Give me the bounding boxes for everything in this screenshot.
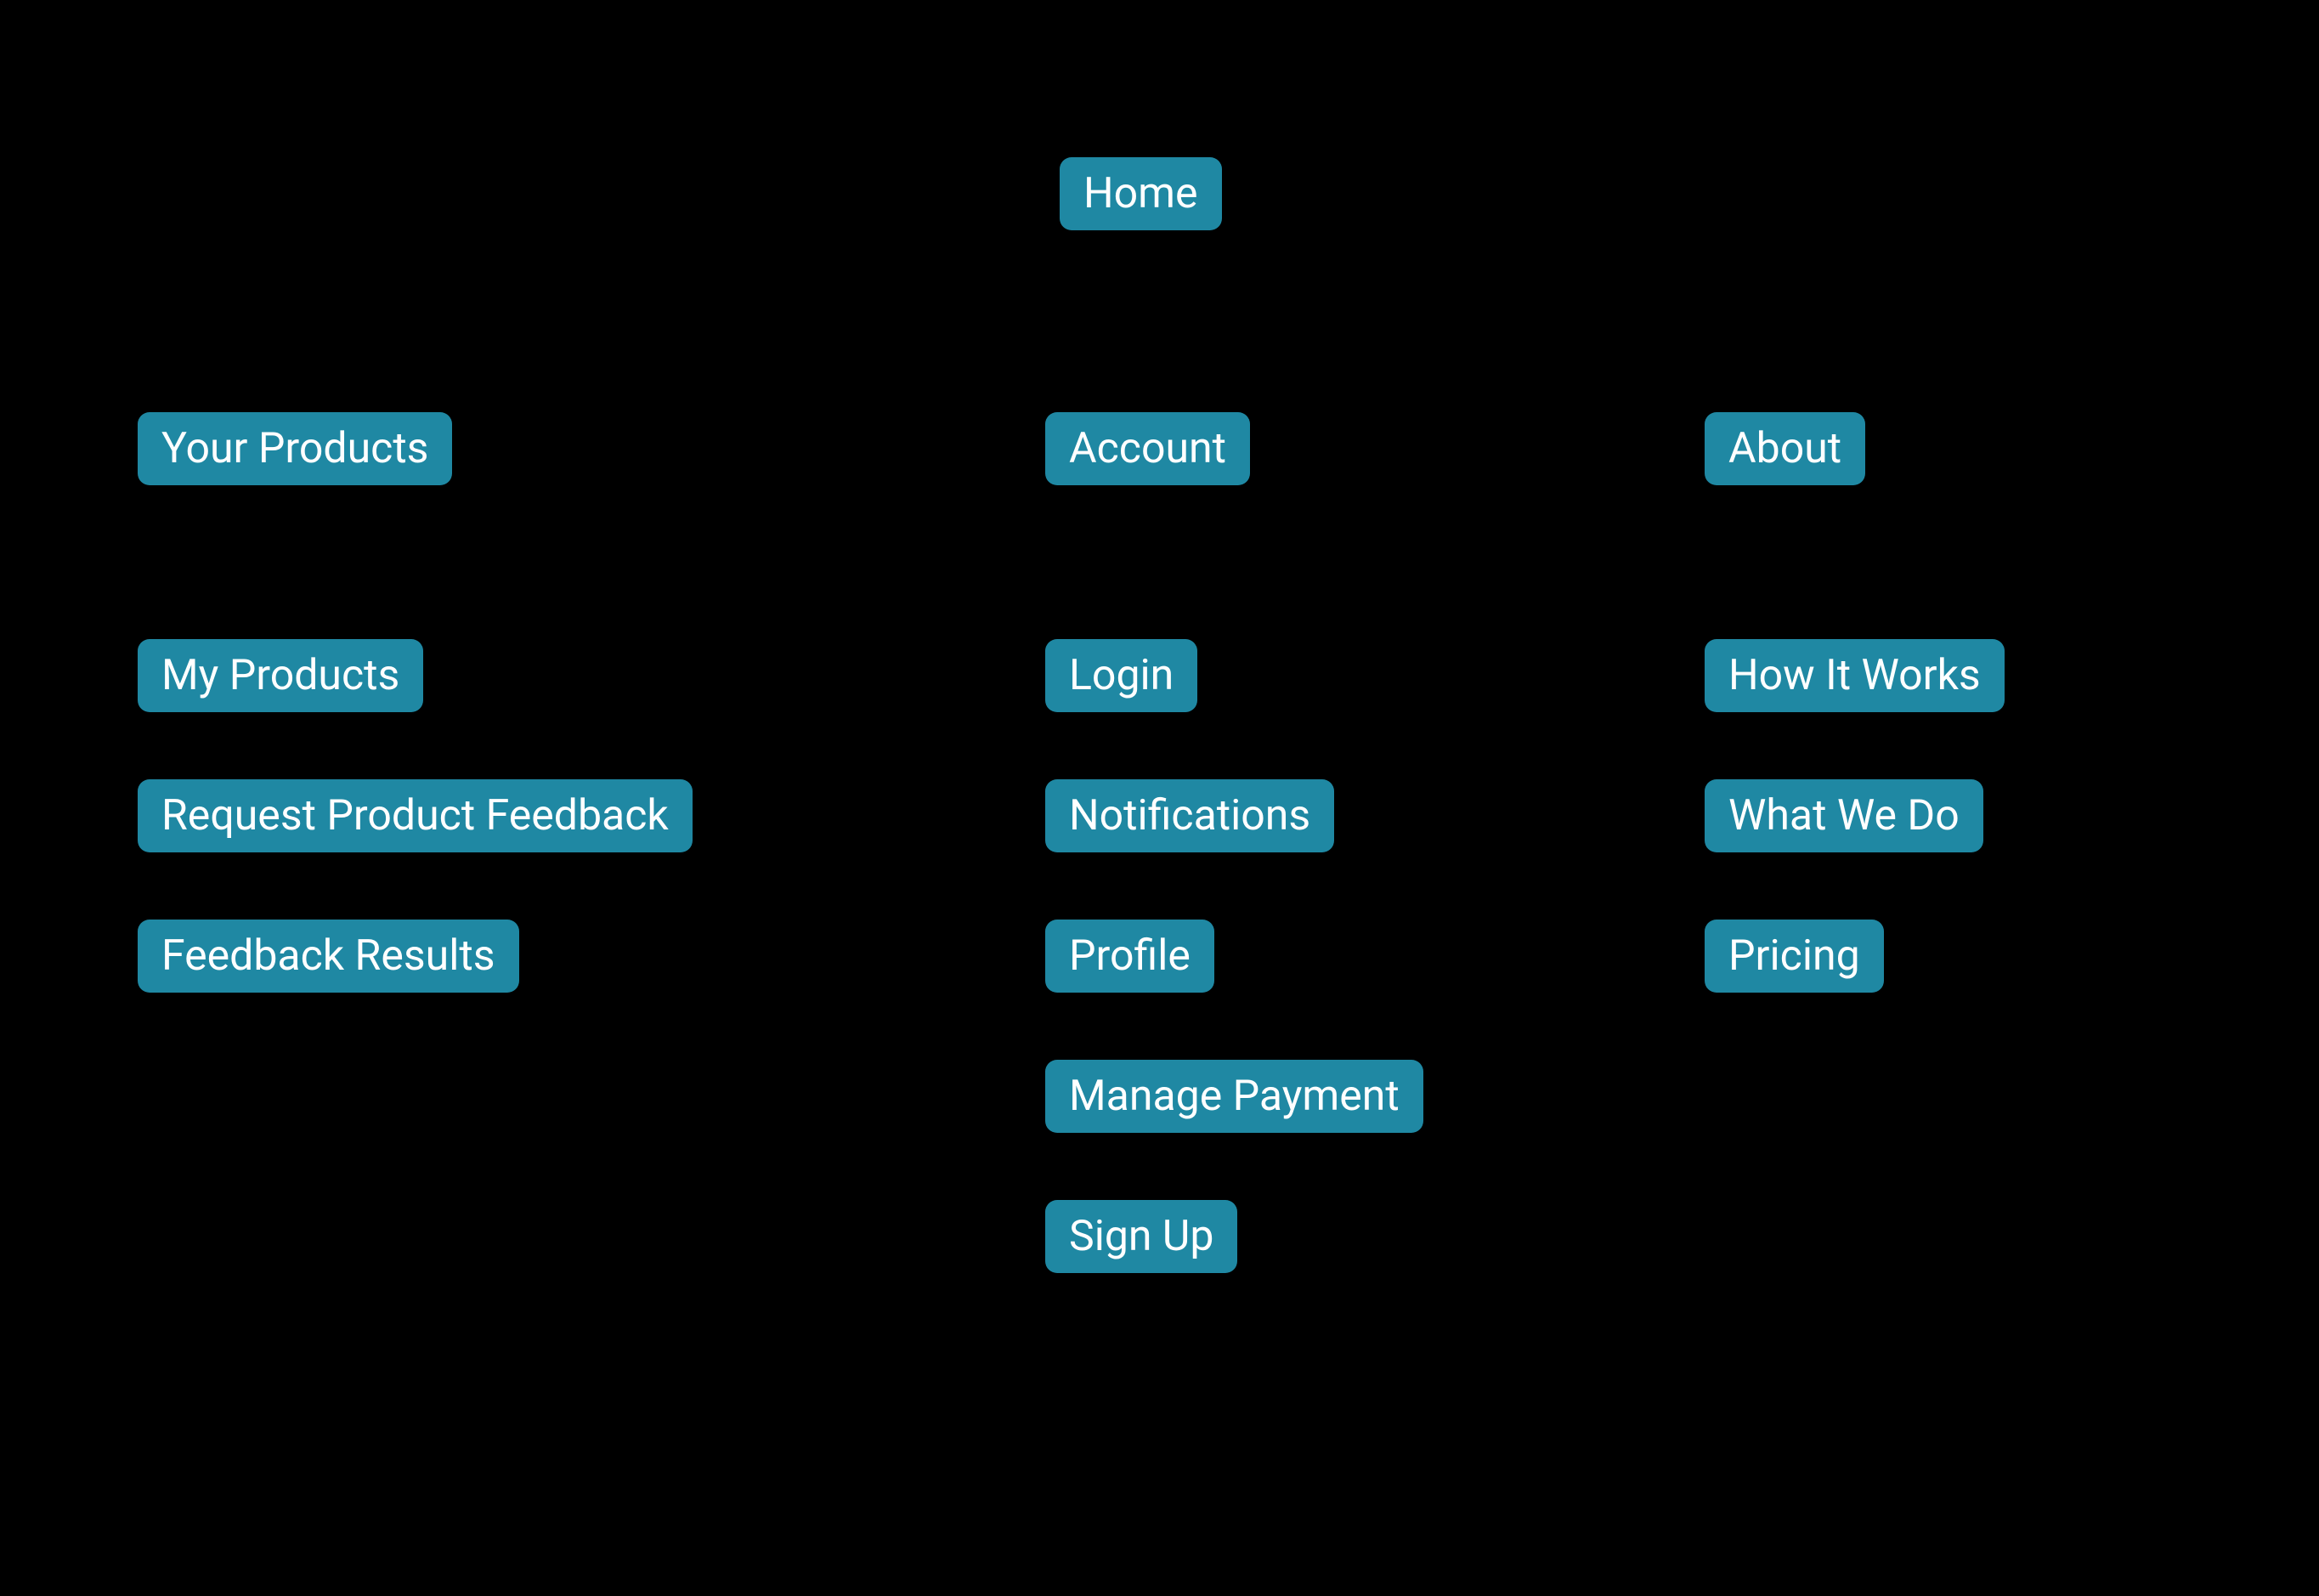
node-how-it-works: How It Works (1705, 639, 2005, 712)
node-sign-up: Sign Up (1045, 1200, 1237, 1273)
node-login: Login (1045, 639, 1197, 712)
node-account: Account (1045, 412, 1250, 485)
node-what-we-do: What We Do (1705, 779, 1983, 852)
node-my-products: My Products (138, 639, 423, 712)
node-manage-payment: Manage Payment (1045, 1060, 1423, 1133)
node-notifications: Notifications (1045, 779, 1334, 852)
node-profile: Profile (1045, 920, 1214, 993)
node-your-products: Your Products (138, 412, 452, 485)
node-pricing: Pricing (1705, 920, 1884, 993)
node-request-product-feedback: Request Product Feedback (138, 779, 693, 852)
node-about: About (1705, 412, 1865, 485)
node-feedback-results: Feedback Results (138, 920, 519, 993)
node-home: Home (1060, 157, 1222, 230)
